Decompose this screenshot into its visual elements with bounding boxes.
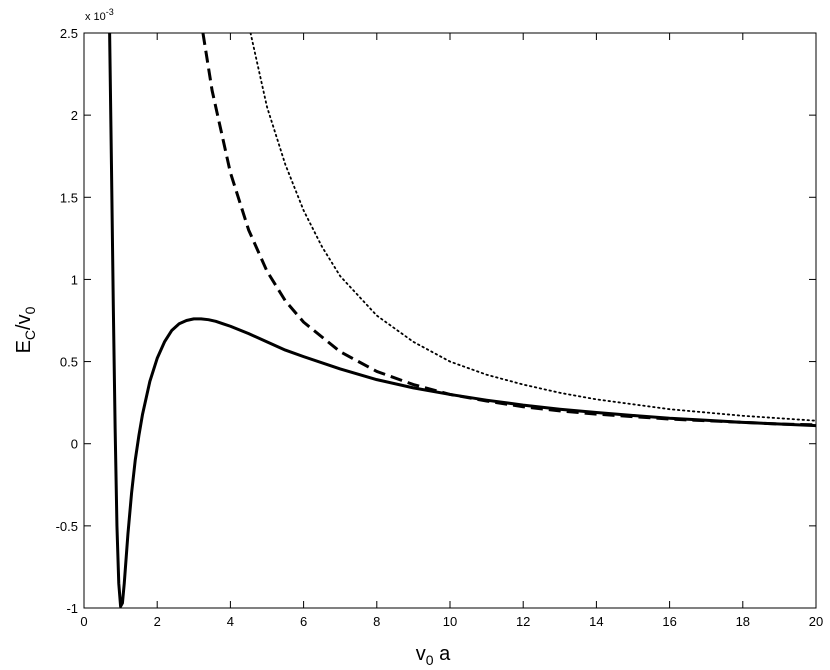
x-tick-label: 4 (227, 614, 234, 629)
y-tick-label: 0.5 (60, 355, 78, 370)
ticks (83, 32, 817, 609)
y-axis-label: EC/v0 (13, 306, 38, 353)
y-tick-label: 2.5 (60, 26, 78, 41)
y-tick-label: -0.5 (56, 519, 78, 534)
x-tick-label: 6 (300, 614, 307, 629)
y-tick-label: -1 (66, 601, 78, 616)
x-tick-label: 8 (373, 614, 380, 629)
x-tick-label: 0 (80, 614, 87, 629)
x-tick-label: 2 (154, 614, 161, 629)
series-line-dashed (201, 33, 816, 427)
x-tick-label: 16 (662, 614, 676, 629)
tick-labels: 0 2 4 6 8 10 12 14 16 18 20 -1 -0.5 0 0.5 1 1.5 2 2.5 (56, 26, 824, 629)
y-tick-label: 0 (71, 437, 78, 452)
x-tick-label: 20 (809, 614, 823, 629)
y-tick-label: 1 (71, 272, 78, 287)
y-tick-label: 1.5 (60, 190, 78, 205)
plot-frame (83, 32, 817, 609)
y-multiplier: x 10-3 (85, 7, 114, 23)
plot-lines (108, 33, 816, 608)
y-tick-label: 2 (71, 108, 78, 123)
series-line-solid (108, 33, 816, 608)
series-line-dotted (249, 33, 816, 422)
x-tick-label: 12 (516, 614, 530, 629)
x-tick-label: 10 (443, 614, 457, 629)
x-axis-label: v0 a (416, 643, 451, 668)
x-tick-label: 14 (589, 614, 603, 629)
x-tick-label: 18 (736, 614, 750, 629)
